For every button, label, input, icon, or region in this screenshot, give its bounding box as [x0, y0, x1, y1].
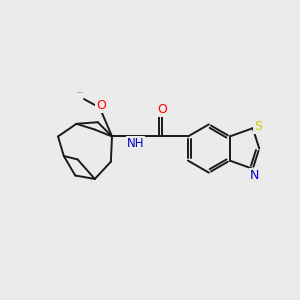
- Text: NH: NH: [127, 137, 144, 150]
- Text: N: N: [250, 169, 259, 182]
- Text: O: O: [157, 103, 167, 116]
- Text: O: O: [96, 99, 106, 112]
- Text: methoxy: methoxy: [77, 91, 84, 93]
- Text: S: S: [254, 120, 262, 133]
